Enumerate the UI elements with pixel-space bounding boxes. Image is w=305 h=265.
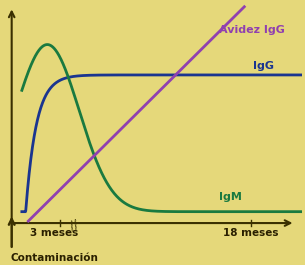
Text: 3 meses: 3 meses: [30, 228, 78, 238]
Text: 18 meses: 18 meses: [223, 228, 278, 238]
Text: //: //: [68, 218, 80, 232]
Text: Contaminación: Contaminación: [10, 253, 98, 263]
Text: Avidez IgG: Avidez IgG: [219, 25, 285, 35]
Text: IgG: IgG: [253, 61, 274, 71]
Text: IgM: IgM: [219, 192, 242, 202]
